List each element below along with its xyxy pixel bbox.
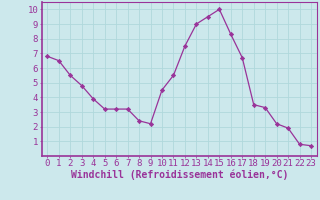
X-axis label: Windchill (Refroidissement éolien,°C): Windchill (Refroidissement éolien,°C) bbox=[70, 170, 288, 180]
